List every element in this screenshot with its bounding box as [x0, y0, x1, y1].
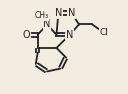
Text: N: N — [68, 8, 75, 18]
Text: N: N — [55, 8, 62, 18]
Text: O: O — [23, 30, 30, 40]
Text: CH₃: CH₃ — [34, 11, 49, 20]
Text: N: N — [43, 19, 51, 29]
Text: Cl: Cl — [100, 28, 109, 37]
Text: N: N — [66, 30, 73, 40]
